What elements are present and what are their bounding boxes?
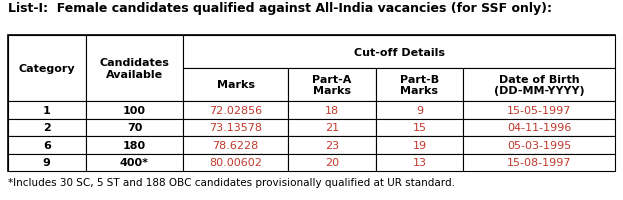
Text: 2: 2 xyxy=(43,123,50,133)
Text: 04-11-1996: 04-11-1996 xyxy=(507,123,571,133)
Bar xyxy=(85,36,183,101)
Bar xyxy=(85,154,183,171)
Text: List-I:  Female candidates qualified against All-India vacancies (for SSF only):: List-I: Female candidates qualified agai… xyxy=(8,2,552,15)
Text: 1: 1 xyxy=(43,105,50,115)
Text: 21: 21 xyxy=(325,123,339,133)
Bar xyxy=(288,101,376,119)
Bar xyxy=(8,36,85,101)
Text: 15-08-1997: 15-08-1997 xyxy=(507,157,571,167)
Bar xyxy=(183,101,288,119)
Text: Marks: Marks xyxy=(217,80,255,90)
Bar xyxy=(85,101,183,119)
Text: 78.6228: 78.6228 xyxy=(212,140,259,150)
Text: 73.13578: 73.13578 xyxy=(209,123,262,133)
Bar xyxy=(464,101,615,119)
Bar xyxy=(183,69,288,101)
Text: 100: 100 xyxy=(123,105,146,115)
Bar xyxy=(464,136,615,154)
Text: Date of Birth
(DD-MM-YYYY): Date of Birth (DD-MM-YYYY) xyxy=(494,74,584,96)
Bar xyxy=(464,119,615,136)
Bar xyxy=(183,36,615,69)
Text: 6: 6 xyxy=(43,140,50,150)
Text: *Includes 30 SC, 5 ST and 188 OBC candidates provisionally qualified at UR stand: *Includes 30 SC, 5 ST and 188 OBC candid… xyxy=(8,177,455,187)
Bar xyxy=(376,119,464,136)
Text: 80.00602: 80.00602 xyxy=(209,157,262,167)
Text: 72.02856: 72.02856 xyxy=(209,105,262,115)
Text: Cut-off Details: Cut-off Details xyxy=(354,47,445,57)
Text: Candidates
Available: Candidates Available xyxy=(100,58,169,79)
Bar xyxy=(8,101,85,119)
Bar xyxy=(85,119,183,136)
Text: 180: 180 xyxy=(123,140,146,150)
Bar xyxy=(183,119,288,136)
Text: 05-03-1995: 05-03-1995 xyxy=(507,140,571,150)
Text: 20: 20 xyxy=(325,157,339,167)
Bar xyxy=(288,154,376,171)
Bar xyxy=(288,119,376,136)
Text: 9: 9 xyxy=(43,157,50,167)
Text: 15: 15 xyxy=(412,123,426,133)
Bar xyxy=(183,154,288,171)
Text: Category: Category xyxy=(19,64,75,74)
Bar xyxy=(288,69,376,101)
Bar xyxy=(464,154,615,171)
Bar xyxy=(8,136,85,154)
Text: 400*: 400* xyxy=(120,157,149,167)
Bar xyxy=(376,136,464,154)
Bar xyxy=(8,36,615,171)
Bar xyxy=(464,69,615,101)
Text: 19: 19 xyxy=(412,140,427,150)
Text: 15-05-1997: 15-05-1997 xyxy=(507,105,571,115)
Text: 18: 18 xyxy=(325,105,339,115)
Text: 70: 70 xyxy=(126,123,142,133)
Bar xyxy=(288,136,376,154)
Text: 9: 9 xyxy=(416,105,423,115)
Text: 13: 13 xyxy=(412,157,426,167)
Bar xyxy=(8,154,85,171)
Bar xyxy=(183,136,288,154)
Bar xyxy=(8,119,85,136)
Text: Part-B
Marks: Part-B Marks xyxy=(400,74,439,96)
Text: Part-A
Marks: Part-A Marks xyxy=(312,74,351,96)
Bar xyxy=(85,136,183,154)
Bar xyxy=(376,69,464,101)
Bar xyxy=(376,154,464,171)
Bar xyxy=(376,101,464,119)
Text: 23: 23 xyxy=(325,140,339,150)
